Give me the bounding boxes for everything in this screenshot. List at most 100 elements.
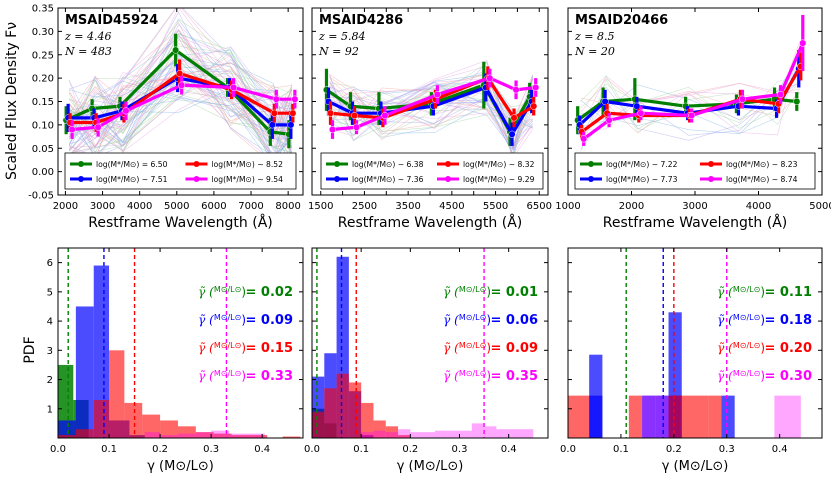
annotation-symbol: γ̃ (M⊙/L⊙) xyxy=(717,369,765,383)
hist-bar xyxy=(160,435,178,438)
hist-bar xyxy=(774,395,788,438)
median-annotation-magenta: = 0.35 xyxy=(491,369,539,384)
hist-bar xyxy=(75,429,94,438)
data-point xyxy=(270,109,278,117)
plot-frame xyxy=(567,247,823,439)
bottom-y-axis-label: PDF xyxy=(22,336,38,363)
data-point xyxy=(601,97,609,106)
legend-box xyxy=(320,152,544,190)
median-annotation-blue: = 0.06 xyxy=(491,313,539,328)
x-axis-label: γ (M⊙/L⊙) xyxy=(147,459,214,474)
data-point xyxy=(352,123,361,131)
median-annotation-magenta: = 0.30 xyxy=(765,369,813,384)
x-axis-label: Restframe Wavelength (Å) xyxy=(603,214,787,231)
hist-bar xyxy=(124,402,143,438)
y-tick-label: 0.20 xyxy=(32,74,54,85)
hist-red xyxy=(312,373,411,438)
x-tick-label: 0.2 xyxy=(402,444,418,455)
data-point xyxy=(512,86,520,94)
y-tick-label: 3 xyxy=(47,346,53,357)
hist-bar xyxy=(568,395,590,438)
hist-bar xyxy=(410,432,423,438)
x-tick-label: 4000 xyxy=(746,201,771,212)
hist-bar xyxy=(324,388,337,438)
hist-bar xyxy=(213,433,232,438)
legend-marker xyxy=(334,161,340,167)
annotation-symbol: γ̃ (M⊙/L⊙) xyxy=(717,313,765,327)
pdf-panel-msaid20466: 0.0 0.1 0.2 0.3 0.4= 0.11γ̃ (M⊙/L⊙)= 0.18γ̃ … xyxy=(560,247,823,474)
hist-bar xyxy=(642,395,656,438)
y-tick-label: 0.30 xyxy=(32,27,54,38)
hist-bar xyxy=(398,429,411,438)
x-tick-label: 6000 xyxy=(201,201,226,212)
x-tick-label: 7000 xyxy=(238,201,263,212)
y-tick-label: 0.00 xyxy=(32,167,54,178)
annotation-symbol: γ̃ (M⊙/L⊙) xyxy=(443,313,491,327)
y-tick-label: 2 xyxy=(47,375,53,386)
x-tick-label: 4500 xyxy=(439,201,464,212)
x-tick-label: 5000 xyxy=(164,201,189,212)
series-3 xyxy=(328,68,540,139)
model-spectrum-line xyxy=(580,75,801,130)
top-y-axis-label: Scaled Flux Density Fν xyxy=(4,22,20,180)
y-tick-label: 6 xyxy=(47,258,53,269)
legend-label: log(M*/M⊙) ~ 9.29 xyxy=(463,175,535,184)
hist-bar xyxy=(109,350,125,438)
data-point xyxy=(381,111,389,120)
model-spectrum-line xyxy=(329,60,533,151)
legend-label: log(M*/M⊙) ~ 6.38 xyxy=(352,160,424,169)
data-point xyxy=(777,90,785,99)
hist-bar xyxy=(471,423,485,438)
annotation-symbol: γ̃ (M⊙/L⊙) xyxy=(198,369,246,383)
hist-bar xyxy=(681,395,695,438)
hist-magenta xyxy=(361,423,534,438)
data-point xyxy=(176,69,184,77)
data-point xyxy=(172,46,180,54)
legend-label: log(M*/M⊙) ~ 7.73 xyxy=(606,175,678,184)
data-point xyxy=(287,121,295,129)
x-tick-label: 3000 xyxy=(682,201,707,212)
y-tick-label: 0.10 xyxy=(32,120,54,131)
y-tick-label: 0.35 xyxy=(32,4,54,15)
median-annotation-red: = 0.09 xyxy=(491,341,539,356)
annotation-symbol: γ̃ (M⊙/L⊙) xyxy=(443,369,491,383)
x-tick-label: 0.0 xyxy=(304,444,320,455)
annotation-symbol: γ̃ (M⊙/L⊙) xyxy=(443,341,491,355)
x-tick-label: 2500 xyxy=(352,201,377,212)
annotation-symbol: γ̃ (M⊙/L⊙) xyxy=(717,285,765,299)
hist-bar xyxy=(655,395,669,438)
panel-title: MSAID4286 xyxy=(319,13,403,28)
legend: log(M*/M⊙) = 6.50 log(M*/M⊙) ~ 8.52 log(M*… xyxy=(64,152,297,190)
hist-bar xyxy=(142,414,161,438)
x-tick-label: 2000 xyxy=(53,201,78,212)
hist-bar xyxy=(75,306,94,438)
count-label: N = 20 xyxy=(574,45,615,58)
legend-label: log(M*/M⊙) ~ 8.74 xyxy=(726,175,798,184)
hist-bar xyxy=(195,432,214,438)
data-point xyxy=(230,83,238,92)
pdf-panel-msaid4286: 0.0 0.1 0.2 0.3 0.4= 0.01γ̃ (M⊙/L⊙)= 0.06γ̃ … xyxy=(304,247,549,474)
x-axis-label: Restframe Wavelength (Å) xyxy=(338,214,522,231)
legend-marker xyxy=(193,176,200,182)
hist-bar xyxy=(177,426,196,438)
model-spectrum-line xyxy=(580,83,800,130)
legend-marker xyxy=(588,176,594,182)
data-point xyxy=(178,81,186,89)
median-annotation-red: = 0.15 xyxy=(246,341,294,356)
data-point xyxy=(94,123,102,131)
median-annotation-green: = 0.11 xyxy=(765,285,813,300)
model-spectrum-line xyxy=(580,75,800,152)
hist-bar xyxy=(282,436,301,438)
redshift-label: z = 4.46 xyxy=(64,30,112,43)
data-point xyxy=(688,111,696,120)
hist-bar xyxy=(721,395,735,438)
legend-marker xyxy=(445,176,451,182)
legend-marker xyxy=(78,161,84,167)
data-point xyxy=(633,102,641,110)
x-tick-label: 0.0 xyxy=(560,444,576,455)
x-tick-label: 2000 xyxy=(619,201,644,212)
panel-title: MSAID20466 xyxy=(575,13,668,28)
hist-bar xyxy=(373,420,386,438)
hist-bar xyxy=(589,395,603,438)
hist-bar xyxy=(160,420,178,438)
